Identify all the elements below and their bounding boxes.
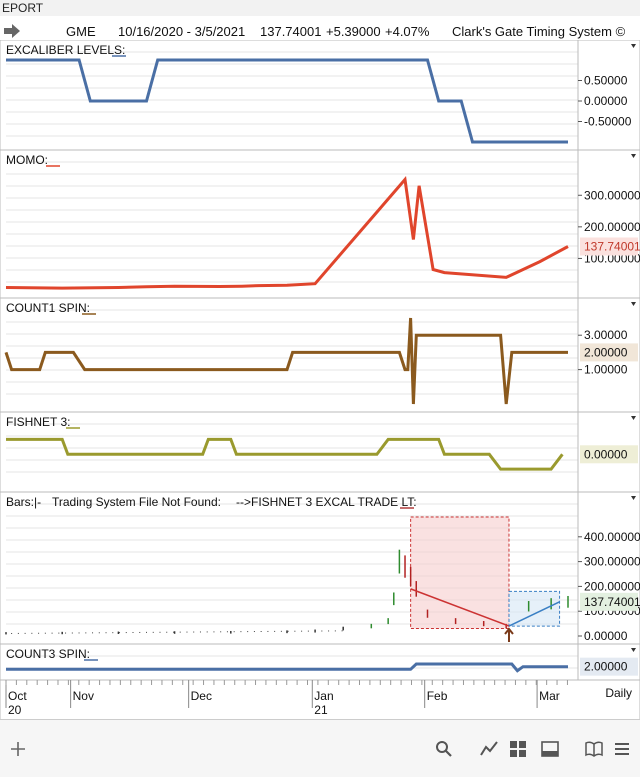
chevron-down-icon	[631, 648, 636, 652]
chevron-down-icon	[631, 44, 636, 48]
panel-title-bars: Bars:|-	[6, 495, 41, 509]
last-value-badge	[580, 445, 638, 464]
month-label-mar: Mar	[539, 689, 560, 703]
panel-excaliber	[0, 40, 640, 151]
last-value-label-fishnet: 0.00000	[584, 447, 628, 461]
last-value-badge	[580, 592, 638, 611]
chevron-down-icon	[631, 416, 636, 420]
chevron-down-icon	[631, 496, 636, 500]
chevron-down-icon	[631, 302, 636, 306]
month-label-jan: Jan	[314, 689, 333, 703]
chart-area[interactable]: EXCALIBER LEVELS: MOMO: COUNT1 SPIN: FISHNE…	[0, 40, 640, 720]
last-value-badge	[580, 343, 638, 362]
axis-tick-label: 0.00000	[584, 629, 628, 643]
month-label-nov: Nov	[73, 689, 94, 703]
window-title-bar: EPORT	[0, 0, 640, 16]
arrow-right-icon[interactable]	[4, 24, 20, 38]
bottom-toolbar	[0, 719, 640, 777]
axis-tick-label: 200.00000	[584, 220, 640, 234]
series-line-excaliber	[6, 58, 568, 144]
list-icon[interactable]	[612, 739, 632, 759]
grid-icon[interactable]	[508, 739, 528, 759]
year-label-2021: 21	[314, 703, 328, 717]
panel-title-fishnet-trade: -->FISHNET 3 EXCAL TRADE LT:	[236, 495, 417, 509]
axis-tick-label: 0.50000	[584, 74, 628, 88]
panel-title-momo: MOMO:	[6, 153, 48, 167]
axis-tick-label: 300.00000	[584, 555, 640, 569]
chevron-down-icon	[631, 154, 636, 158]
series-line-count1	[4, 317, 568, 405]
axis-tick-label: 3.00000	[584, 328, 628, 342]
month-label-dec: Dec	[191, 689, 212, 703]
last-value-badge	[580, 237, 638, 256]
panel-title-trading-system: Trading System File Not Found:	[52, 495, 221, 509]
panel-title-fishnet: FISHNET 3:	[6, 415, 70, 429]
change-label: +5.39000	[326, 24, 381, 39]
short-trade-zone	[410, 516, 510, 630]
system-name-label: Clark's Gate Timing System ©	[452, 24, 626, 39]
last-value-label-count3: 2.00000	[584, 660, 628, 674]
last-price-label: 137.74001	[260, 24, 322, 39]
axis-tick-label: -0.50000	[584, 115, 632, 129]
last-value-label-momo: 137.74001	[584, 240, 640, 254]
short-trade-line	[410, 588, 510, 627]
axis-tick-label: 300.00000	[584, 188, 640, 202]
axis-tick-label: 0.00000	[584, 94, 628, 108]
window-title: EPORT	[2, 1, 44, 15]
panel-fishnet	[0, 411, 640, 493]
long-trade-line	[508, 601, 560, 627]
month-label-feb: Feb	[427, 689, 448, 703]
interval-label[interactable]: Daily	[605, 686, 632, 700]
search-icon[interactable]	[434, 739, 454, 759]
last-value-label-bars: 137.74001	[584, 595, 640, 609]
axis-tick-label: 1.00000	[584, 363, 628, 377]
book-icon[interactable]	[584, 739, 604, 759]
panel-title-count1: COUNT1 SPIN:	[6, 301, 90, 315]
series-line-fishnet	[6, 437, 564, 471]
last-value-label-count1: 2.00000	[584, 345, 628, 359]
axis-tick-label: 200.00000	[584, 579, 640, 593]
long-trade-zone	[508, 590, 561, 627]
panel-count1	[0, 297, 640, 413]
series-line-momo	[5, 176, 569, 290]
add-icon[interactable]	[8, 739, 28, 759]
symbol-label: GME	[66, 24, 96, 39]
panel-momo	[0, 149, 640, 299]
panel-title-count3: COUNT3 SPIN:	[6, 647, 90, 661]
month-label-oct: Oct	[8, 689, 27, 703]
last-value-badge	[580, 657, 638, 676]
x-axis	[0, 679, 640, 720]
change-pct-label: +4.07%	[385, 24, 430, 39]
arrow-up-icon	[504, 627, 514, 642]
year-label-2020: 20	[8, 703, 22, 717]
line-chart-icon[interactable]	[479, 739, 499, 759]
panel-icon[interactable]	[540, 739, 560, 759]
symbol-header: GME 10/16/2020 - 3/5/2021 137.74001 +5.3…	[0, 16, 640, 46]
date-range-label: 10/16/2020 - 3/5/2021	[118, 24, 246, 39]
panel-title-excaliber: EXCALIBER LEVELS:	[6, 43, 125, 57]
series-line-count3	[6, 662, 568, 673]
axis-tick-label: 400.00000	[584, 530, 640, 544]
panel-count3	[0, 643, 640, 681]
